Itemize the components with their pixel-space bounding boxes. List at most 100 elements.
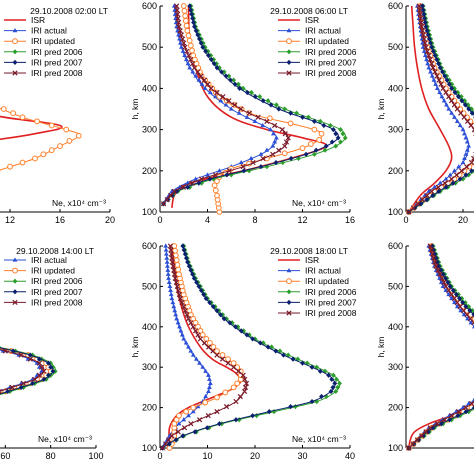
data-point-p2008 — [235, 368, 241, 374]
data-point-p2007 — [258, 164, 264, 170]
data-point-actual — [440, 283, 446, 288]
data-point-p2006 — [333, 143, 339, 149]
data-point-p2008 — [419, 197, 426, 203]
legend-label-actual: IRI actual — [31, 26, 67, 36]
data-point-p2007 — [214, 65, 220, 71]
data-point-actual — [446, 106, 452, 111]
data-point-p2007 — [463, 409, 469, 415]
data-point-p2008 — [454, 299, 460, 306]
x-axis-label: Ne, x10⁴ cm⁻³ — [52, 198, 106, 208]
data-point-p2007 — [244, 332, 250, 338]
data-point-p2008 — [214, 352, 220, 358]
x-tick-label: 0 — [157, 451, 162, 461]
data-point-p2008 — [282, 131, 288, 137]
data-point-updated — [172, 252, 179, 259]
data-point-actual — [462, 155, 467, 161]
data-point-p2008 — [171, 188, 177, 195]
data-point-p2007 — [311, 118, 317, 124]
data-point-p2008 — [419, 28, 426, 34]
legend-label-p2007: IRI pred 2007 — [31, 57, 83, 67]
data-point-p2007 — [303, 151, 309, 157]
data-point-p2007 — [276, 106, 282, 112]
data-point-p2006 — [282, 106, 288, 112]
data-point-p2007 — [424, 28, 430, 34]
data-point-actual — [168, 291, 174, 297]
data-point-actual — [207, 380, 213, 385]
data-point-actual — [190, 409, 196, 414]
data-point-updated — [183, 408, 190, 415]
data-point-actual — [182, 52, 188, 58]
data-point-p2008 — [457, 303, 463, 310]
data-point-p2007 — [200, 44, 206, 50]
data-point-p2006 — [269, 344, 275, 350]
data-point-p2008 — [432, 259, 438, 265]
data-point-p2007 — [10, 348, 16, 354]
data-point-actual — [429, 73, 435, 78]
data-point-p2008 — [414, 437, 421, 443]
data-point-p2007 — [424, 197, 430, 203]
data-point-p2008 — [188, 320, 194, 326]
data-point-actual — [437, 89, 443, 95]
data-point-p2007 — [309, 398, 315, 405]
data-point-p2007 — [46, 360, 51, 366]
data-point-p2008 — [467, 316, 474, 322]
data-point-actual — [433, 81, 439, 86]
legend-label-p2006: IRI pred 2006 — [31, 47, 83, 57]
data-point-p2007 — [443, 184, 449, 190]
data-point-actual — [452, 168, 457, 173]
x-tick-label: 20 — [250, 451, 260, 461]
data-point-actual — [171, 304, 177, 309]
x-tick-label: 0 — [403, 215, 408, 225]
data-point-actual — [260, 122, 266, 128]
data-point-actual — [468, 320, 474, 325]
plot-area — [0, 106, 82, 173]
chart-panel-top-middle: 100 200 300 400 500 600 0 4 8 12 16 h, km Ne, x10⁴ c… — [130, 1, 357, 225]
data-point-p2008 — [214, 89, 220, 96]
data-point-actual — [464, 147, 470, 152]
data-point-p2008 — [416, 7, 423, 13]
data-point-actual — [197, 360, 202, 365]
legend-label-p2006: IRI pred 2006 — [305, 47, 357, 57]
data-point-p2008 — [255, 114, 261, 120]
data-point-actual — [194, 356, 199, 361]
data-point-p2007 — [428, 40, 433, 46]
data-point-actual — [173, 312, 179, 317]
data-point-p2008 — [27, 356, 33, 362]
data-point-p2006 — [273, 102, 279, 108]
data-point-actual — [270, 143, 276, 148]
data-point-p2006 — [462, 98, 468, 104]
data-point-p2007 — [197, 36, 202, 42]
data-point-p2007 — [30, 380, 35, 386]
x-tick-label: 20 — [105, 215, 115, 225]
legend-label-actual: IRI actual — [31, 255, 67, 265]
data-point-actual — [183, 340, 189, 345]
data-point-p2007 — [432, 52, 438, 59]
series-line-p2008 — [408, 5, 474, 213]
data-point-p2007 — [268, 102, 274, 108]
data-point-p2008 — [2, 348, 8, 354]
y-tick-label: 300 — [142, 125, 157, 135]
data-point-updated — [181, 8, 188, 14]
legend-marker-p2006 — [286, 49, 292, 55]
x-tick-label: 16 — [55, 215, 65, 225]
data-point-p2008 — [9, 384, 15, 391]
data-point-p2006 — [221, 69, 227, 75]
data-point-p2008 — [423, 44, 429, 50]
data-point-actual — [272, 139, 277, 144]
data-point-p2008 — [168, 251, 175, 257]
data-point-updated — [34, 118, 40, 125]
data-point-p2008 — [437, 271, 443, 277]
data-point-p2008 — [468, 122, 474, 129]
data-point-p2007 — [228, 77, 233, 83]
data-point-actual — [165, 263, 170, 268]
data-point-actual — [180, 48, 186, 53]
data-point-p2007 — [211, 61, 217, 67]
chart-panel-bottom-middle: 100 200 300 400 500 600 0 10 20 30 40 h, km Ne, x10⁴… — [130, 241, 357, 461]
data-point-p2006 — [342, 135, 348, 141]
data-point-actual — [164, 255, 170, 260]
legend-label-p2006: IRI pred 2006 — [305, 287, 357, 297]
data-point-p2006 — [338, 127, 343, 133]
data-point-p2007 — [190, 271, 195, 277]
data-point-updated — [66, 138, 73, 144]
